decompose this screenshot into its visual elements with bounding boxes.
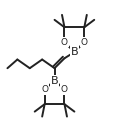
Text: O: O [41,85,48,94]
Text: B: B [51,76,58,86]
Text: O: O [81,38,88,47]
Text: O: O [61,85,68,94]
Text: O: O [61,38,68,47]
Text: B: B [71,47,78,57]
